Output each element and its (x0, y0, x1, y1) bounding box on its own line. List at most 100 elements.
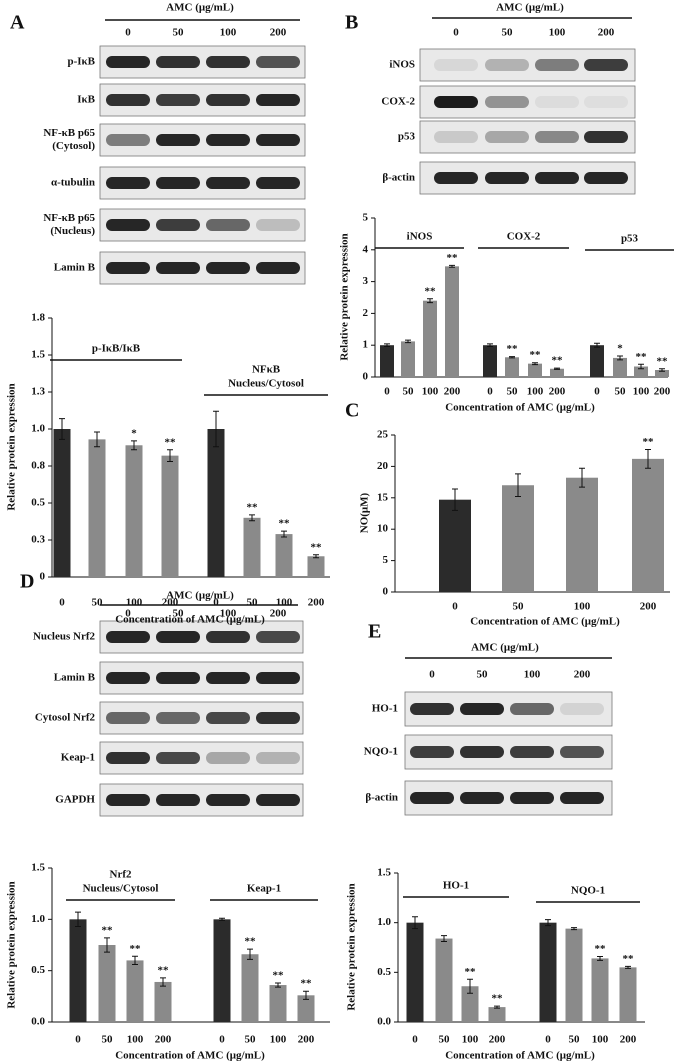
significance: ** (552, 355, 564, 367)
concentration-label: 50 (173, 27, 185, 39)
x-tick-label: 0 (213, 597, 219, 609)
y-tick-label: 0 (40, 571, 46, 583)
x-tick-label: 200 (155, 1034, 172, 1046)
error-bar (441, 935, 447, 943)
bar (53, 429, 71, 577)
error-bar (427, 298, 433, 304)
blot-band (106, 672, 150, 684)
concentration-label: 100 (220, 608, 237, 620)
y-tick-label: 25 (377, 429, 389, 441)
error-bar (554, 367, 560, 370)
bar (401, 341, 415, 377)
bar (406, 922, 424, 1022)
bar (275, 534, 293, 577)
blot-band (206, 262, 250, 274)
panel-label: C (345, 400, 359, 422)
bar (613, 357, 627, 377)
error-bar (167, 449, 173, 463)
bar (126, 960, 144, 1022)
error-bar (275, 982, 281, 988)
x-tick-label: 0 (412, 1034, 418, 1046)
y-tick-label: 1.5 (31, 349, 45, 361)
error-bar (515, 473, 521, 498)
group-title: Nrf2 (110, 869, 132, 881)
error-bar (132, 955, 138, 966)
significance: ** (158, 964, 170, 976)
bar (69, 919, 87, 1022)
error-bar (213, 410, 219, 448)
blot-band (106, 752, 150, 764)
x-tick-label: 200 (308, 597, 325, 609)
bar (591, 958, 609, 1022)
blot-band (156, 219, 200, 231)
x-tick-label: 50 (615, 386, 627, 398)
significance: ** (595, 943, 607, 955)
significance: ** (492, 993, 504, 1005)
y-tick-label: 1.0 (31, 913, 45, 925)
blot-band (256, 631, 300, 643)
blot-band (106, 712, 150, 724)
x-axis-label: Concentration of AMC (μg/mL) (445, 402, 595, 414)
row-label: iNOS (389, 59, 415, 71)
group-title: HO-1 (443, 880, 469, 892)
x-tick-label: 100 (527, 386, 544, 398)
significance: * (131, 427, 137, 439)
y-tick-label: 20 (377, 460, 389, 472)
x-tick-label: 200 (489, 1034, 506, 1046)
group-title: p-IκB/IκB (92, 343, 141, 355)
x-tick-label: 0 (384, 386, 390, 398)
significance: ** (279, 518, 291, 530)
bar (502, 485, 534, 592)
bar (269, 985, 287, 1022)
group-title: Nucleus/Cytosol (83, 883, 159, 895)
error-bar (449, 264, 455, 268)
blot-band (434, 59, 478, 71)
blot-band (485, 96, 529, 108)
bar (207, 429, 225, 577)
error-bar (645, 448, 651, 469)
error-bar (247, 948, 253, 960)
bar (566, 477, 598, 592)
group-title: p53 (621, 233, 639, 245)
blot-band (510, 792, 554, 804)
blot-band (206, 631, 250, 643)
y-tick-label: 3 (363, 275, 369, 287)
concentration-label: 50 (477, 669, 489, 681)
x-axis-label: Concentration of AMC (μg/mL) (115, 1050, 265, 1062)
significance: ** (311, 541, 323, 553)
concentration-label: 200 (270, 608, 287, 620)
blot-band (584, 172, 628, 184)
significance: ** (165, 436, 177, 448)
blot-header: AMC (μg/mL) (166, 590, 234, 602)
group-title: iNOS (407, 231, 433, 243)
blot-band (510, 746, 554, 758)
error-bar (494, 1005, 500, 1009)
significance: ** (247, 501, 259, 513)
blot-band (206, 712, 250, 724)
blot-band (206, 752, 250, 764)
y-tick-label: 1.3 (31, 386, 45, 398)
blot-band (560, 746, 604, 758)
blot-band (106, 631, 150, 643)
x-tick-label: 50 (403, 386, 415, 398)
row-label: HO-1 (372, 703, 398, 715)
row-label: Lamin B (54, 672, 96, 684)
significance: ** (507, 343, 519, 355)
error-bar (59, 418, 65, 440)
x-tick-label: 200 (640, 601, 657, 613)
blot-band (106, 134, 150, 146)
row-label: Lamin B (54, 262, 96, 274)
significance: ** (245, 936, 257, 948)
bar (98, 945, 116, 1022)
error-bar (509, 356, 515, 359)
x-tick-label: 50 (569, 1034, 581, 1046)
blot-band (106, 56, 150, 68)
bar (632, 458, 664, 592)
bar (380, 345, 394, 377)
x-tick-label: 100 (462, 1034, 479, 1046)
x-tick-label: 50 (507, 386, 519, 398)
bar (243, 517, 261, 577)
concentration-label: 100 (220, 27, 237, 39)
x-tick-label: 50 (247, 597, 259, 609)
